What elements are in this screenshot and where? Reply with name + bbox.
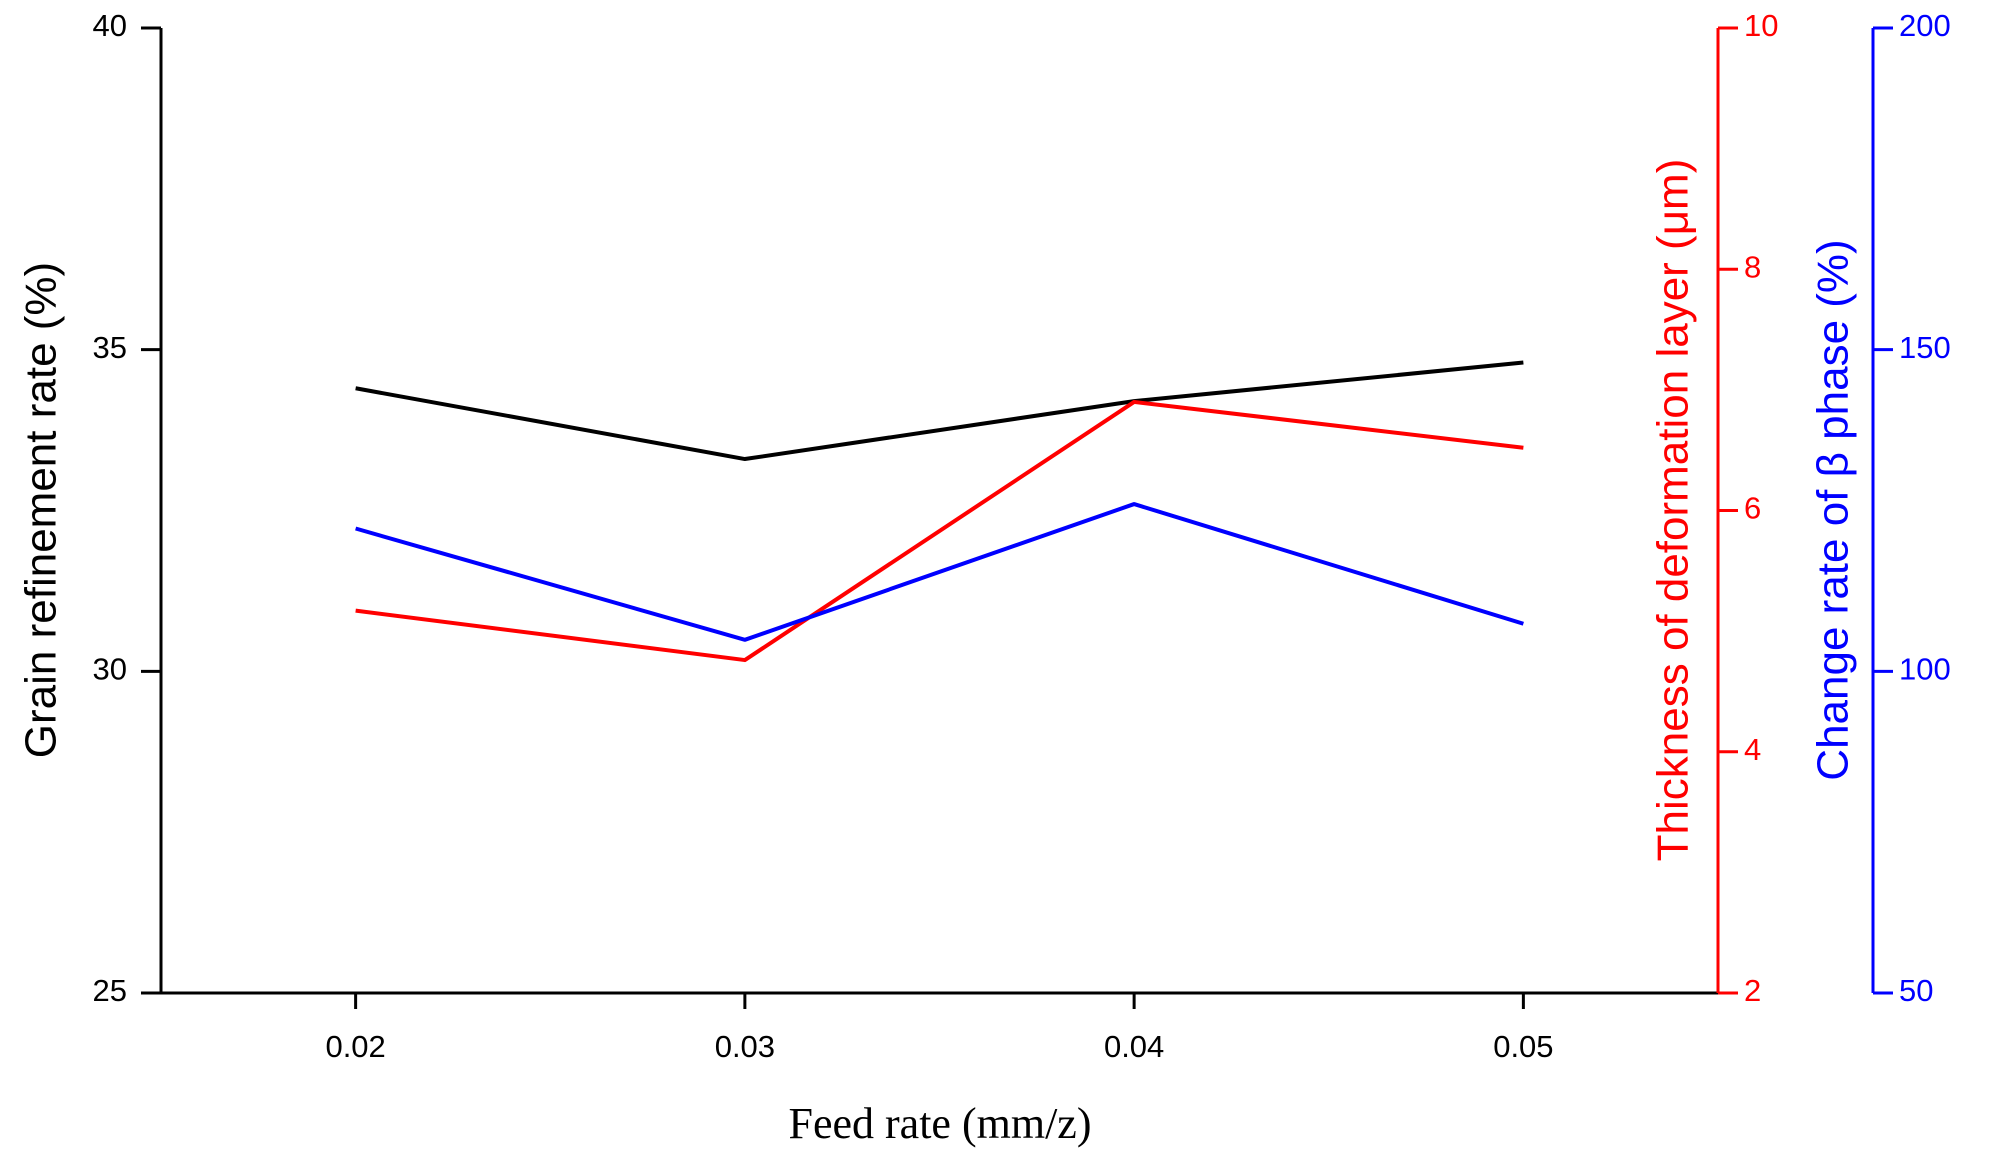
y2-tick-label: 4	[1744, 732, 1761, 767]
y3-tick-label: 150	[1899, 330, 1951, 365]
y2-tick-label: 2	[1744, 973, 1761, 1008]
y-tick-label: 40	[93, 8, 127, 43]
y3-tick-label: 100	[1899, 652, 1951, 687]
y-tick-label: 35	[93, 330, 127, 365]
y3-axis-title: Change rate of β phase (%)	[1809, 239, 1858, 780]
y2-axis-title: Thickness of deformation layer (μm)	[1649, 159, 1698, 862]
series-line	[355, 399, 1524, 663]
series-line	[355, 360, 1524, 462]
x-tick-label: 0.02	[325, 1029, 385, 1064]
y-axis-title: Grain refinement rate (%)	[17, 262, 66, 758]
x-tick-label: 0.04	[1104, 1029, 1164, 1064]
y2-tick-label: 6	[1744, 491, 1761, 526]
x-tick-label: 0.05	[1493, 1029, 1553, 1064]
y-tick-label: 30	[93, 652, 127, 687]
x-axis-title: Feed rate (mm/z)	[789, 1099, 1092, 1148]
series-line	[355, 502, 1524, 642]
y3-tick-label: 200	[1899, 8, 1951, 43]
x-tick-label: 0.03	[715, 1029, 775, 1064]
y2-tick-label: 8	[1744, 249, 1761, 284]
y2-tick-label: 10	[1744, 8, 1778, 43]
y-tick-label: 25	[93, 973, 127, 1008]
y3-tick-label: 50	[1899, 973, 1933, 1008]
